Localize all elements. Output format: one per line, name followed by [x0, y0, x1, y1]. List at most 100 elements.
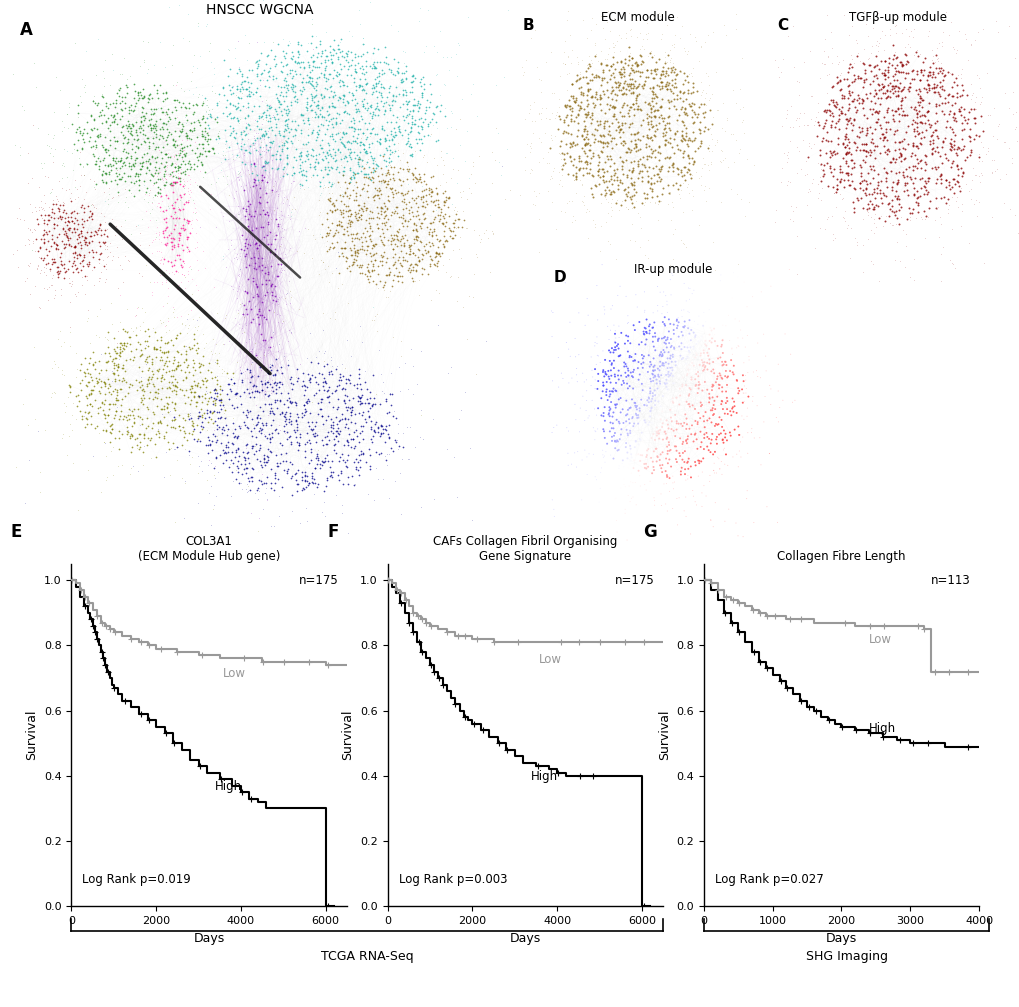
Point — [839, 172, 855, 188]
Point — [863, 106, 879, 122]
Point — [261, 139, 277, 155]
Point — [153, 187, 169, 203]
Point — [625, 160, 641, 176]
Point — [695, 181, 711, 197]
Point — [316, 65, 332, 82]
Point — [394, 43, 411, 59]
Point — [317, 179, 333, 195]
Point — [951, 89, 967, 105]
Point — [296, 397, 312, 413]
Point — [818, 210, 835, 227]
Point — [595, 378, 611, 394]
Point — [317, 478, 333, 494]
Point — [303, 468, 319, 484]
Point — [344, 92, 361, 108]
Point — [404, 116, 420, 132]
Point — [186, 319, 203, 335]
Point — [365, 104, 381, 120]
Point — [654, 298, 671, 314]
Point — [437, 232, 453, 248]
Point — [358, 183, 374, 199]
Point — [173, 436, 190, 452]
Point — [97, 234, 113, 250]
Point — [224, 146, 240, 162]
Point — [929, 130, 946, 146]
Point — [911, 114, 927, 130]
Point — [252, 400, 268, 416]
Point — [125, 402, 142, 418]
Point — [338, 402, 355, 418]
Point — [124, 457, 141, 473]
Point — [145, 376, 161, 392]
Point — [330, 212, 346, 229]
Point — [155, 176, 171, 192]
Point — [1000, 140, 1016, 156]
Point — [209, 376, 225, 392]
Point — [636, 196, 652, 212]
Point — [347, 188, 364, 204]
Point — [160, 228, 176, 244]
Point — [321, 137, 337, 153]
Point — [168, 330, 184, 346]
Point — [65, 214, 82, 231]
Point — [347, 82, 364, 98]
Point — [98, 113, 114, 129]
Point — [353, 207, 369, 224]
Point — [229, 458, 246, 474]
Point — [376, 218, 392, 234]
Point — [200, 363, 216, 379]
Point — [856, 154, 872, 170]
Point — [896, 79, 912, 95]
Point — [273, 437, 289, 453]
Point — [272, 435, 288, 451]
Point — [197, 129, 213, 145]
Point — [142, 155, 158, 171]
Point — [46, 204, 62, 221]
Point — [305, 426, 321, 442]
Point — [639, 173, 655, 189]
Point — [46, 234, 62, 250]
Point — [877, 165, 894, 181]
Point — [679, 348, 695, 365]
Point — [151, 342, 167, 358]
Point — [579, 82, 595, 98]
Point — [894, 103, 910, 119]
Point — [595, 134, 611, 150]
Point — [629, 131, 645, 147]
Point — [676, 100, 692, 116]
Point — [112, 339, 128, 355]
Point — [875, 78, 892, 94]
Point — [87, 362, 103, 378]
Point — [653, 457, 669, 473]
Point — [931, 171, 948, 187]
Point — [708, 389, 725, 405]
Point — [213, 401, 229, 417]
Point — [606, 369, 623, 385]
Point — [351, 370, 367, 386]
Point — [603, 409, 620, 425]
Point — [260, 215, 276, 232]
Point — [530, 106, 546, 122]
Point — [243, 469, 259, 485]
Point — [665, 98, 682, 114]
Point — [293, 83, 310, 99]
Point — [43, 208, 59, 225]
Point — [850, 90, 866, 106]
Point — [853, 123, 869, 139]
Point — [943, 138, 959, 154]
Point — [832, 73, 848, 89]
Point — [652, 603, 668, 619]
Point — [373, 206, 389, 223]
Point — [426, 211, 442, 228]
Point — [705, 455, 721, 471]
Point — [673, 341, 689, 357]
Point — [329, 49, 345, 65]
Point — [631, 163, 647, 179]
Point — [367, 156, 383, 172]
Point — [109, 81, 125, 97]
Point — [879, 141, 896, 157]
Point — [646, 102, 662, 118]
Point — [171, 142, 187, 158]
Point — [170, 236, 186, 252]
Point — [642, 450, 658, 466]
